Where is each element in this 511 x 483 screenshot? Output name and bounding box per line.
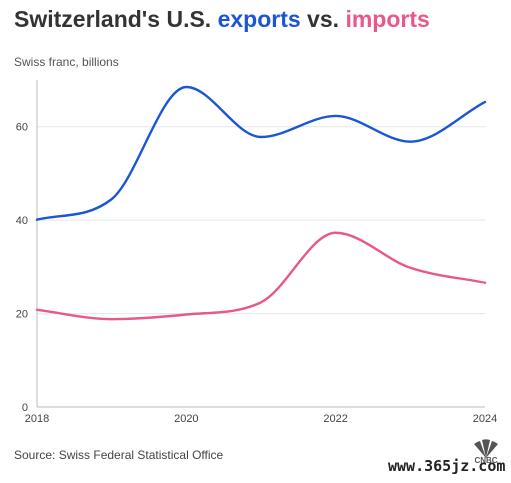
watermark-text: www.365jz.com [388, 457, 506, 475]
source-note: Source: Swiss Federal Statistical Office [14, 448, 224, 462]
title-prefix: Switzerland's U.S. [14, 6, 218, 32]
y-tick-label-20: 20 [16, 309, 28, 321]
x-tick-label-2020: 2020 [174, 413, 198, 425]
title-imports: imports [345, 6, 430, 32]
series-line-exports [35, 85, 487, 221]
title-mid: vs. [300, 6, 346, 32]
chart-title: Switzerland's U.S. exports vs. imports [14, 6, 430, 33]
series-line-imports [35, 231, 487, 321]
x-tick-label-2022: 2022 [323, 413, 347, 425]
logo-text: CNBC [474, 456, 497, 464]
y-tick-label-60: 60 [16, 122, 28, 134]
x-tick-label-2024: 2024 [473, 413, 497, 425]
x-tick-label-2018: 2018 [25, 413, 49, 425]
y-tick-label-40: 40 [16, 215, 28, 227]
title-exports: exports [217, 6, 301, 32]
chart-subtitle: Swiss franc, billions [14, 55, 119, 69]
line-chart: 0 20 40 60 2018 2020 2022 2024 [16, 80, 497, 425]
cnbc-peacock-logo: CNBC [474, 439, 498, 464]
y-tick-label-0: 0 [22, 402, 28, 414]
